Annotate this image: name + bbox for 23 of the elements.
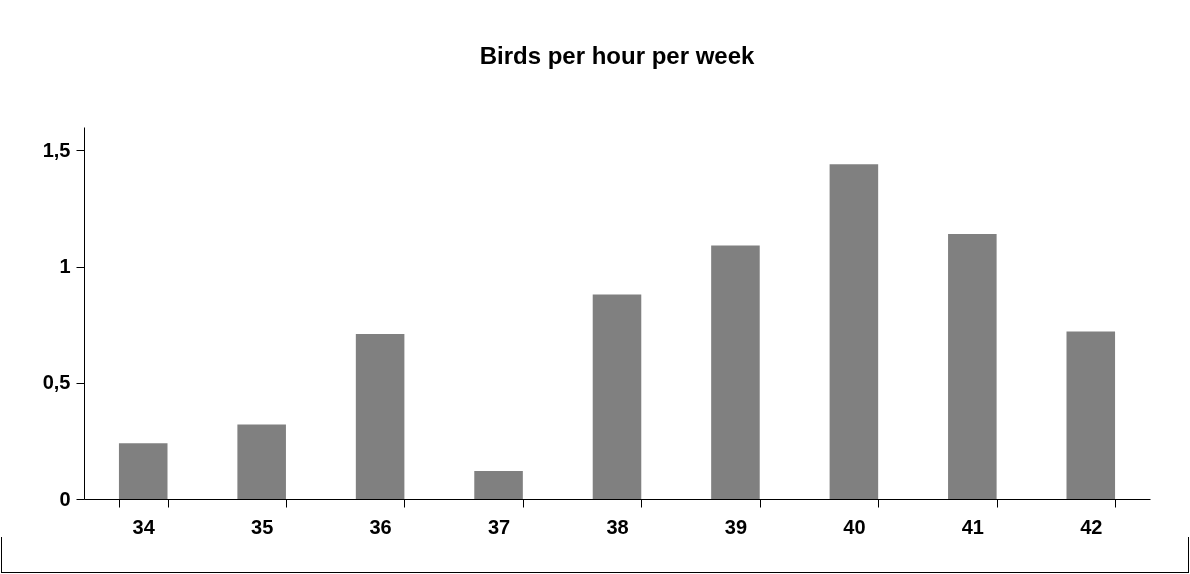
y-tick-label: 0 <box>59 487 71 510</box>
bar <box>474 471 523 499</box>
x-tick-label: 39 <box>724 515 748 538</box>
bar <box>829 164 879 499</box>
x-tick-label: 34 <box>132 515 156 538</box>
x-tick-label: 42 <box>1080 515 1103 538</box>
bar <box>711 245 760 499</box>
y-tick-label: 1 <box>59 255 71 277</box>
bar <box>948 233 997 499</box>
x-tick-label: 35 <box>251 515 274 538</box>
y-tick-label: 1,5 <box>42 138 71 161</box>
x-tick-label: 41 <box>961 515 984 538</box>
bar <box>1066 331 1116 499</box>
chart-title: Birds per hour per week <box>479 42 756 69</box>
bar <box>592 294 642 499</box>
x-tick-label: 38 <box>606 515 629 538</box>
y-tick-label: 0,5 <box>42 371 71 394</box>
bar <box>118 443 168 499</box>
x-tick-label: 36 <box>369 515 392 538</box>
bar <box>355 333 405 499</box>
x-tick-label: 37 <box>487 515 511 538</box>
x-tick-label: 40 <box>843 515 866 538</box>
bar <box>237 424 286 499</box>
